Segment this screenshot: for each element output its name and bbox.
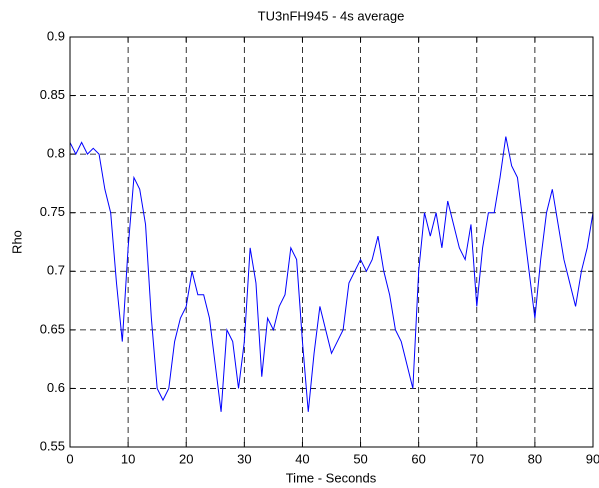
y-tick-label: 0.9 — [47, 28, 65, 43]
data-line — [69, 136, 594, 412]
x-tick-label: 40 — [295, 451, 309, 466]
y-tick-label: 0.65 — [40, 321, 65, 336]
chart-title: TU3nFH945 - 4s average — [258, 8, 405, 23]
y-tick-label: 0.6 — [47, 380, 65, 395]
plot-frame — [69, 36, 594, 448]
y-tick-label: 0.7 — [47, 263, 65, 278]
x-tick-label: 60 — [411, 451, 425, 466]
y-tick-label: 0.85 — [40, 87, 65, 102]
y-tick-label: 0.75 — [40, 204, 65, 219]
y-axis-label: Rho — [9, 230, 24, 254]
y-tick-label: 0.8 — [47, 146, 65, 161]
y-tick-label: 0.55 — [40, 438, 65, 453]
x-tick-label: 30 — [237, 451, 251, 466]
x-axis-label: Time - Seconds — [286, 470, 377, 485]
x-tick-label: 0 — [66, 451, 73, 466]
x-tick-label: 90 — [586, 451, 599, 466]
x-tick-label: 70 — [470, 451, 484, 466]
x-tick-label: 50 — [353, 451, 367, 466]
x-tick-label: 80 — [528, 451, 542, 466]
x-tick-label: 20 — [179, 451, 193, 466]
x-tick-label: 10 — [121, 451, 135, 466]
